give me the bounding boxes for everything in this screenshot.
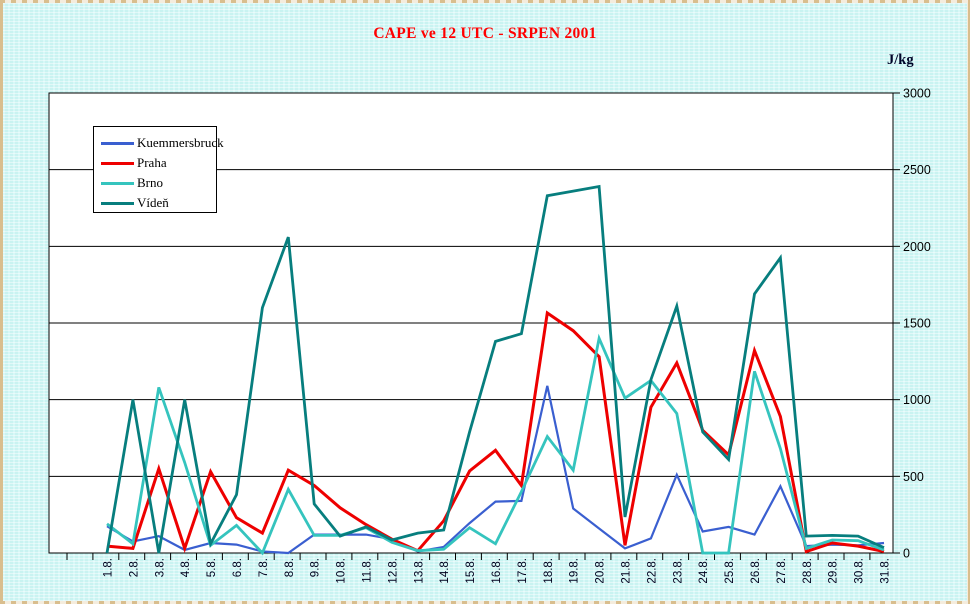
x-tick-label: 23.8.: [672, 558, 684, 584]
series-line-praha: [106, 310, 885, 554]
x-tick-label: 13.8.: [413, 558, 425, 584]
y-tick-label: 2000: [903, 240, 931, 254]
x-tick-label: 27.8.: [776, 558, 788, 584]
y-tick-label: 500: [903, 470, 924, 484]
x-tick-label: 25.8.: [724, 558, 736, 584]
legend-item: Kuemmersbruck: [101, 133, 224, 153]
x-tick-label: 9.8.: [310, 558, 322, 577]
x-tick-label: 21.8.: [621, 558, 633, 584]
x-tick-label: 20.8.: [595, 558, 607, 584]
unit-label: J/kg: [887, 52, 914, 68]
x-tick-label: 31.8.: [880, 558, 892, 584]
legend-line-swatch: [101, 141, 134, 145]
x-tick-label: 10.8.: [336, 558, 348, 584]
x-tick-label: 3.8.: [154, 558, 166, 577]
y-tick-label: 1500: [903, 317, 931, 331]
x-tick-label: 29.8.: [828, 558, 840, 584]
y-tick-label: 2500: [903, 163, 931, 177]
legend-label: Vídeň: [137, 195, 169, 210]
x-tick-label: 12.8.: [387, 558, 399, 584]
x-tick-label: 22.8.: [646, 558, 658, 584]
x-tick-label: 5.8.: [206, 558, 218, 577]
legend-line-swatch: [101, 161, 134, 165]
legend-item: Vídeň: [101, 193, 216, 213]
y-tick-label: 1000: [903, 393, 931, 407]
series-line-kuemmersbruck: [106, 385, 885, 555]
x-tick-label: 1.8.: [103, 558, 115, 577]
x-tick-label: 7.8.: [258, 558, 270, 577]
x-tick-label: 6.8.: [232, 558, 244, 577]
x-tick-label: 17.8.: [517, 558, 529, 584]
series-line-viden: [105, 184, 885, 554]
x-tick-label: 28.8.: [802, 558, 814, 584]
x-tick-label: 11.8.: [362, 558, 374, 583]
y-tick-label: 3000: [903, 87, 931, 101]
x-tick-label: 26.8.: [750, 558, 762, 584]
x-tick-label: 8.8.: [284, 558, 296, 577]
x-tick-label: 18.8.: [543, 558, 555, 584]
legend-line-swatch: [101, 181, 134, 185]
chart-title-text: CAPE ve 12 UTC - SRPEN 2001: [373, 25, 597, 42]
x-tick-label: 19.8.: [569, 558, 581, 584]
x-tick-label: 4.8.: [180, 558, 192, 577]
x-tick-label: 16.8.: [491, 558, 503, 584]
x-tick-label: 2.8.: [128, 558, 140, 577]
legend-item: Brno: [101, 173, 216, 193]
legend-label: Brno: [137, 175, 163, 190]
legend-line-swatch: [101, 201, 134, 205]
x-tick-label: 24.8.: [698, 558, 710, 584]
chart-canvas: 0 500 1000 1500 2000 2500 3000 1.8. 2.8. 3.8. 4.8.…: [3, 3, 967, 601]
chart-title: CAPE ve 12 UTC - SRPEN 2001: [3, 25, 967, 43]
legend-item: Praha: [101, 153, 216, 173]
y-tick-label: 0: [903, 547, 910, 561]
legend: Kuemmersbruck Praha Brno Vídeň: [93, 126, 224, 213]
legend-label: Kuemmersbruck: [137, 135, 224, 150]
series-line-brno: [106, 333, 885, 556]
x-tick-label: 30.8.: [854, 558, 866, 584]
x-tick-label: 14.8.: [439, 558, 451, 584]
x-tick-label: 15.8.: [465, 558, 477, 584]
legend-label: Praha: [137, 155, 167, 170]
